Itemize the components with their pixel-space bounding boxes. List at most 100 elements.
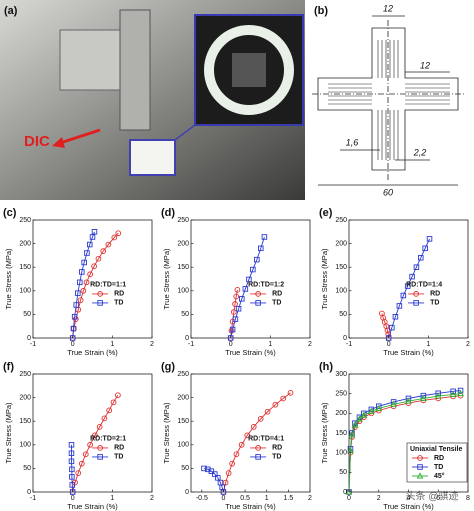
- marker: [77, 279, 83, 286]
- marker: [239, 296, 245, 302]
- marker: [434, 392, 442, 399]
- marker: [250, 424, 257, 430]
- x-axis-label: True Strain (%): [67, 502, 118, 511]
- legend-label: TD: [272, 454, 281, 461]
- x-tick-label: 1.5: [283, 495, 293, 502]
- marker: [250, 266, 256, 273]
- y-tick-label: 0: [27, 335, 31, 342]
- marker: [449, 390, 457, 397]
- panel-label: (f): [3, 361, 14, 373]
- marker: [254, 256, 260, 263]
- y-tick-label: 250: [335, 391, 347, 398]
- legend-label: TD: [114, 300, 123, 307]
- marker: [212, 471, 218, 477]
- marker: [70, 325, 77, 332]
- annotation: DIC: [24, 133, 50, 150]
- marker: [244, 432, 251, 439]
- y-tick-label: 250: [19, 371, 31, 378]
- x-tick-label: 0: [387, 341, 391, 348]
- y-axis-label: True Stress (MPa): [4, 402, 13, 463]
- marker: [95, 255, 102, 262]
- marker: [422, 245, 428, 252]
- legend-symbol: [97, 300, 103, 306]
- marker: [233, 293, 240, 300]
- x-tick-label: 0: [347, 495, 351, 502]
- marker: [257, 415, 264, 422]
- dimension-label: 12: [383, 3, 393, 13]
- marker: [201, 465, 207, 472]
- panel-label: (g): [161, 361, 175, 373]
- marker: [404, 283, 411, 289]
- marker: [234, 287, 241, 293]
- y-tick-label: 250: [19, 217, 31, 224]
- y-tick-label: 100: [335, 450, 347, 457]
- marker: [450, 388, 456, 395]
- x-tick-label: 2: [308, 341, 312, 348]
- y-tick-label: 100: [19, 442, 31, 449]
- legend-title: RD:TD=4:1: [248, 436, 284, 443]
- y-tick-label: 200: [177, 240, 189, 247]
- marker: [345, 488, 353, 495]
- panel-label: (a): [4, 5, 18, 17]
- marker: [87, 271, 93, 278]
- marker: [258, 245, 264, 252]
- light-ring: [204, 25, 294, 115]
- marker: [435, 390, 442, 397]
- x-tick-label: 2: [466, 341, 470, 348]
- legend-label: RD: [114, 445, 124, 452]
- x-tick-label: -1: [30, 341, 36, 348]
- y-tick-label: 200: [335, 410, 347, 417]
- series-line: [388, 238, 430, 339]
- marker: [73, 302, 79, 308]
- panel-label: (b): [314, 5, 328, 17]
- x-tick-label: 1: [110, 495, 114, 502]
- y-tick-label: 200: [19, 240, 31, 247]
- panel-label: (e): [319, 207, 333, 219]
- series-line: [71, 444, 74, 493]
- y-tick-label: 100: [19, 288, 31, 295]
- marker: [79, 269, 85, 275]
- legend-label: RD: [430, 291, 440, 298]
- y-tick-label: 50: [181, 311, 189, 318]
- y-tick-label: 50: [339, 311, 347, 318]
- legend-symbol: [255, 300, 261, 306]
- marker: [83, 279, 90, 286]
- marker: [272, 401, 279, 408]
- marker: [229, 460, 235, 467]
- y-tick-label: 250: [177, 371, 189, 378]
- dimension-label: 60: [383, 187, 393, 197]
- marker: [457, 389, 464, 397]
- plot-frame: [32, 373, 153, 493]
- marker: [235, 305, 242, 312]
- panel-label: (h): [319, 361, 333, 373]
- photo-panel: DIC (a): [0, 0, 305, 200]
- specimen: [232, 53, 266, 87]
- marker: [420, 394, 427, 401]
- marker: [91, 229, 98, 235]
- panel-label: (c): [3, 207, 17, 219]
- legend-label: RD: [434, 455, 444, 462]
- marker: [413, 264, 420, 270]
- marker: [68, 442, 75, 448]
- marker: [111, 234, 118, 241]
- legend-label: RD: [114, 291, 124, 298]
- y-tick-label: 150: [177, 418, 189, 425]
- y-tick-label: 0: [185, 335, 189, 342]
- marker: [77, 297, 84, 304]
- legend-symbol: [97, 454, 103, 460]
- mount: [119, 9, 151, 131]
- marker: [80, 287, 87, 294]
- marker: [418, 255, 424, 261]
- marker: [82, 451, 89, 458]
- series-line: [72, 232, 119, 339]
- marker: [75, 470, 82, 476]
- x-axis-label: True Strain (%): [225, 502, 276, 511]
- marker: [110, 399, 117, 406]
- camera: [59, 29, 131, 91]
- marker: [392, 314, 399, 320]
- y-axis-label: True Stress (MPa): [162, 402, 171, 463]
- marker: [396, 303, 403, 309]
- cross-specimen: [317, 27, 459, 171]
- marker: [242, 286, 249, 292]
- marker: [115, 230, 122, 237]
